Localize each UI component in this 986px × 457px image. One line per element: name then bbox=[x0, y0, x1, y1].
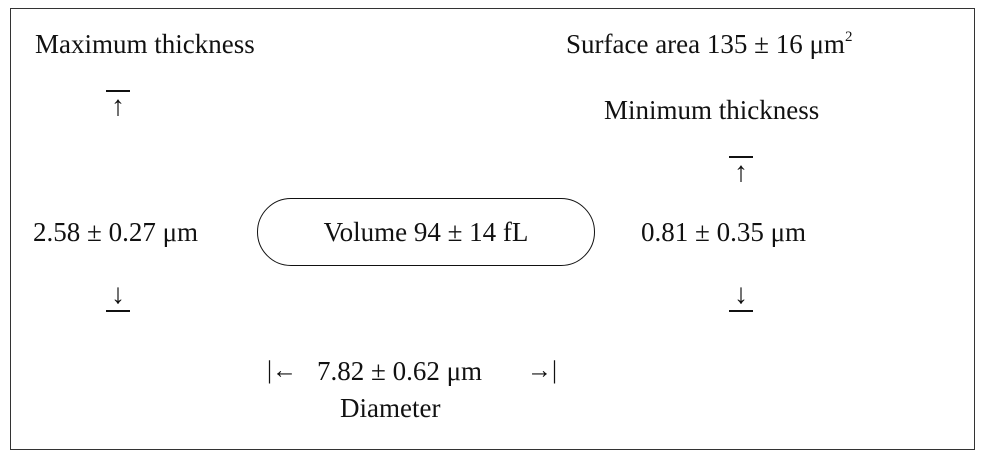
min-thickness-up-arrow-icon: ↑ bbox=[729, 156, 753, 188]
max-thickness-label: Maximum thickness bbox=[35, 29, 255, 59]
surface-area-superscript: 2 bbox=[844, 29, 853, 45]
max-thickness-value: 2.58 ± 0.27 μm bbox=[33, 217, 199, 247]
surface-area-label: Surface area 135 ± 16 μm2 bbox=[566, 29, 853, 59]
diameter-label: Diameter bbox=[340, 393, 441, 423]
diameter-right-marker-icon: →| bbox=[527, 357, 558, 384]
min-thickness-down-arrow-icon: ↓ bbox=[729, 280, 753, 312]
volume-capsule: Volume 94 ± 14 fL bbox=[257, 198, 595, 266]
diagram-frame bbox=[10, 8, 975, 450]
diameter-value: 7.82 ± 0.62 μm bbox=[317, 356, 483, 386]
max-thickness-up-arrow-icon: ↑ bbox=[106, 90, 130, 122]
min-thickness-label: Minimum thickness bbox=[604, 95, 820, 125]
volume-label: Volume 94 ± 14 fL bbox=[323, 217, 529, 247]
min-thickness-value: 0.81 ± 0.35 μm bbox=[641, 217, 807, 247]
diameter-left-marker-icon: |← bbox=[267, 357, 298, 384]
max-thickness-down-arrow-icon: ↓ bbox=[106, 280, 130, 312]
